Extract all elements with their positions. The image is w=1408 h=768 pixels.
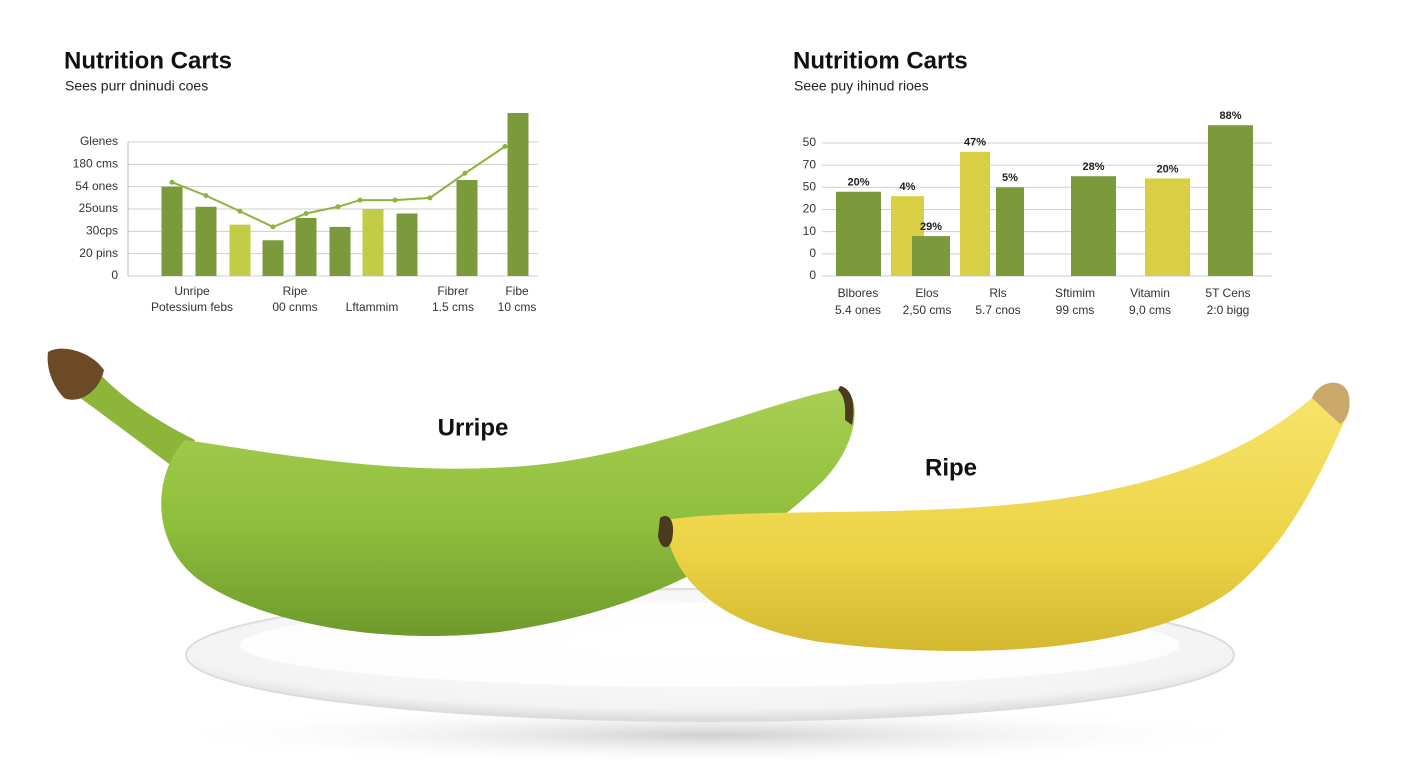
x-tick-label: Vitamin: [1130, 286, 1170, 300]
bar: [229, 224, 251, 276]
line-point: [357, 197, 363, 203]
chart-subtitle: Sees purr dninudi coes: [65, 78, 208, 94]
y-tick-label: 30cps: [86, 224, 118, 238]
y-tick-label: Glenes: [80, 134, 118, 148]
banana-end: [838, 386, 854, 425]
x-tick-sublabel: 10 cms: [498, 300, 537, 314]
bar: [1145, 178, 1190, 276]
bar: [329, 226, 351, 276]
x-tick-sublabel: Lftammim: [346, 300, 399, 314]
stem-tip: [1312, 382, 1350, 424]
y-tick-label: 50: [803, 135, 817, 149]
x-tick-sublabel: 5.7 cnos: [975, 303, 1020, 317]
line-point: [392, 197, 398, 203]
chart-title: Nutritiom Carts: [793, 47, 968, 74]
x-tick-label: Blbores: [838, 286, 879, 300]
stem-tip: [47, 348, 104, 400]
x-tick-sublabel: 2,50 cms: [903, 303, 952, 317]
x-tick-sublabel: 9,0 cms: [1129, 303, 1171, 317]
bar: [912, 236, 950, 276]
x-tick-sublabel: 5.4 ones: [835, 303, 881, 317]
bar: [161, 186, 183, 276]
banana-label: Ripe: [925, 454, 977, 481]
banana-label: Urripe: [438, 414, 509, 441]
illustration: Urripe Ripe: [47, 348, 1350, 765]
bar-label: 5%: [1002, 172, 1018, 184]
line-point: [270, 224, 276, 230]
x-tick-sublabel: 00 cnms: [272, 300, 317, 314]
x-tick-label: 5T Cens: [1205, 286, 1250, 300]
line-point: [462, 170, 468, 176]
bar: [396, 213, 418, 276]
y-tick-label: 0: [809, 246, 816, 260]
bar: [1208, 125, 1253, 276]
bar-label: 4%: [900, 181, 916, 193]
x-tick-sublabel: 1.5 cms: [432, 300, 474, 314]
line-point: [303, 210, 309, 216]
bar-label: 88%: [1219, 110, 1241, 122]
bar: [836, 191, 881, 276]
x-tick-label: Fibrer: [437, 284, 468, 298]
line-point: [169, 179, 175, 185]
y-tick-label: 20: [803, 202, 817, 216]
y-tick-label: 20 pins: [79, 246, 118, 260]
y-tick-label: 50: [803, 179, 817, 193]
bar: [960, 151, 990, 276]
ripe-banana: [665, 398, 1346, 651]
chart-title: Nutrition Carts: [64, 47, 232, 74]
y-tick-label: 70: [803, 157, 817, 171]
chart-subtitle: Seee puy ihinud rioes: [794, 78, 929, 94]
unripe-banana: [161, 388, 855, 637]
banana-end: [658, 516, 674, 548]
x-tick-sublabel: 2:0 bigg: [1207, 303, 1250, 317]
bar: [456, 179, 478, 276]
line-point: [203, 193, 209, 199]
line-point: [427, 195, 433, 201]
bar: [262, 240, 284, 276]
bar-label: 28%: [1082, 161, 1104, 173]
y-tick-label: 0: [809, 268, 816, 282]
x-tick-sublabel: 99 cms: [1056, 303, 1095, 317]
plate-shadow: [150, 705, 1270, 765]
y-tick-label: 0: [111, 268, 118, 282]
bar: [295, 217, 317, 276]
bar: [195, 206, 217, 276]
bar: [507, 113, 529, 276]
x-tick-label: Fibe: [505, 284, 529, 298]
bar: [996, 187, 1024, 276]
chart: 0 0 10 20 50 70 50 Blbores Elos Rls Sftimim Vitamin…: [803, 110, 1272, 317]
line-point: [237, 208, 243, 214]
x-tick-label: Sftimim: [1055, 286, 1095, 300]
x-tick-label: Rls: [989, 286, 1006, 300]
bar-label: 20%: [1156, 163, 1178, 175]
y-tick-label: 54 ones: [75, 179, 118, 193]
bar: [1071, 176, 1116, 276]
bar: [362, 209, 384, 276]
bar-label: 20%: [847, 177, 869, 189]
y-tick-label: 25ouns: [79, 201, 118, 215]
y-tick-label: 180 cms: [73, 157, 118, 171]
x-tick-label: Unripe: [174, 284, 210, 298]
bar-label: 47%: [964, 137, 986, 149]
chart: 0 20 pins 30cps 25ouns 54 ones 180 cms Glenes U…: [73, 113, 538, 314]
x-tick-label: Ripe: [283, 284, 308, 298]
x-tick-label: Elos: [915, 286, 938, 300]
x-tick-sublabel: Potessium febs: [151, 300, 233, 314]
line-point: [335, 204, 341, 210]
y-tick-label: 10: [803, 224, 817, 238]
line-point: [502, 143, 508, 149]
bar-label: 29%: [920, 221, 942, 233]
